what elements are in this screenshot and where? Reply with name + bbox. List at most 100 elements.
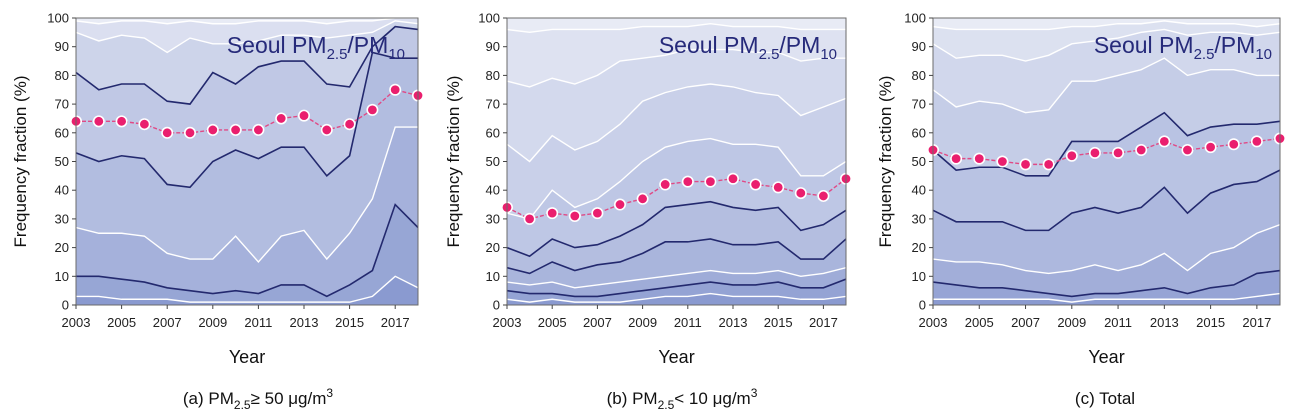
ratio-point-2014 <box>749 178 762 191</box>
band-4 <box>76 26 418 188</box>
y-tick-label: 30 <box>486 211 500 226</box>
ratio-point-2006 <box>138 118 151 131</box>
chart-title-part-0: Seoul PM <box>227 32 327 58</box>
y-tick-label: 10 <box>55 269 69 284</box>
ratio-point-2013 <box>297 109 310 122</box>
ratio-point-2013 <box>726 172 739 185</box>
panel-caption-part-2: < 10 μg/m <box>674 389 750 408</box>
x-axis-label: Year <box>229 347 265 367</box>
x-tick-label: 2017 <box>809 315 838 330</box>
plot-area <box>507 18 846 305</box>
x-tick-label: 2013 <box>290 315 319 330</box>
x-axis-label: Year <box>1088 347 1124 367</box>
band-2 <box>933 224 1280 297</box>
band-5 <box>933 58 1280 176</box>
y-tick-label: 40 <box>912 183 926 198</box>
chart-title-part-2: /PM <box>347 32 388 58</box>
band-3 <box>933 170 1280 274</box>
percentile-line-p60 <box>507 83 846 163</box>
chart-title-part-1: 2.5 <box>759 46 780 63</box>
ratio-point-2011 <box>252 123 265 136</box>
ratio-point-2017 <box>817 189 830 202</box>
ratio-point-2008 <box>184 126 197 139</box>
x-tick-label: 2013 <box>719 315 748 330</box>
y-tick-label: 80 <box>912 68 926 83</box>
x-tick-label: 2005 <box>965 315 994 330</box>
band-7 <box>76 18 418 24</box>
band-6 <box>76 18 418 53</box>
y-axis-label: Frequency fraction (%) <box>444 76 463 248</box>
chart-title-part-1: 2.5 <box>1194 46 1215 63</box>
y-tick-label: 30 <box>55 211 69 226</box>
ratio-point-2007 <box>161 126 174 139</box>
percentile-line-p75 <box>933 111 1280 177</box>
band-9 <box>507 18 846 33</box>
chart-title: Seoul PM2.5/PM10 <box>227 32 405 63</box>
band-8 <box>507 23 846 87</box>
percentile-line-p20 <box>507 238 846 275</box>
band-4 <box>933 112 1280 231</box>
ratio-point-2005 <box>973 152 986 165</box>
percentile-line-p10 <box>76 203 418 298</box>
panel-c: 0 10 20 30 40 50 60 70 80 90 100 2003 2005 2007 2009 20… <box>876 11 1287 408</box>
y-tick-label: 40 <box>486 183 500 198</box>
chart-title-part-3: 10 <box>388 46 405 63</box>
ratio-point-2015 <box>772 181 785 194</box>
band-7 <box>507 49 846 162</box>
y-tick-label: 40 <box>55 183 69 198</box>
ratio-point-2009 <box>636 192 649 205</box>
x-tick-label: 2009 <box>198 315 227 330</box>
y-tick-label: 0 <box>493 298 500 313</box>
ratio-point-2005 <box>115 115 128 128</box>
chart-title-part-3: 10 <box>820 46 837 63</box>
band-6 <box>933 29 1280 113</box>
chart-title-part-0: Seoul PM <box>1094 32 1194 58</box>
x-tick-label: 2011 <box>674 315 702 330</box>
x-tick-label: 2009 <box>628 315 657 330</box>
y-tick-label: 60 <box>55 125 69 140</box>
ratio-point-2010 <box>1088 146 1101 159</box>
ratio-point-2015 <box>1204 141 1217 154</box>
x-axis-label: Year <box>658 347 694 367</box>
percentile-line-p10 <box>507 278 846 298</box>
ratio-point-2017 <box>389 83 402 96</box>
y-tick-label: 70 <box>486 97 500 112</box>
y-tick-label: 0 <box>919 298 926 313</box>
y-tick-label: 100 <box>47 11 69 26</box>
band-4 <box>507 201 846 274</box>
percentile-line-p95 <box>507 23 846 34</box>
ratio-point-2004 <box>523 212 536 225</box>
ratio-point-2014 <box>1181 144 1194 157</box>
chart-title-part-3: 10 <box>1255 46 1272 63</box>
ratio-point-2007 <box>591 207 604 220</box>
percentile-line-p90 <box>76 20 418 54</box>
y-tick-label: 90 <box>912 39 926 54</box>
ratio-line <box>506 178 847 220</box>
y-tick-label: 70 <box>912 97 926 112</box>
percentile-line-p50 <box>76 51 418 189</box>
panel-caption-part-1: 2.5 <box>234 398 251 412</box>
panel-caption: (c) Total <box>1075 389 1135 408</box>
ratio-point-2007 <box>1019 158 1032 171</box>
y-tick-label: 10 <box>486 269 500 284</box>
y-axis-label: Frequency fraction (%) <box>876 76 895 248</box>
percentile-line-p90 <box>933 28 1280 62</box>
percentile-line-p5 <box>507 292 846 303</box>
x-tick-label: 2011 <box>244 315 272 330</box>
panel-caption-part-1: 2.5 <box>658 398 675 412</box>
x-tick-label: 2015 <box>1196 315 1225 330</box>
ratio-point-2011 <box>1112 146 1125 159</box>
y-tick-label: 20 <box>55 240 69 255</box>
y-tick-label: 100 <box>904 11 926 26</box>
percentile-line-p5 <box>933 292 1280 303</box>
x-tick-label: 2007 <box>153 315 182 330</box>
percentile-line-p25 <box>933 223 1280 275</box>
ratio-line <box>932 137 1281 166</box>
y-tick-label: 20 <box>486 240 500 255</box>
percentile-line-p25 <box>76 126 418 264</box>
ratio-point-2008 <box>613 198 626 211</box>
ratio-point-2011 <box>681 175 694 188</box>
band-3 <box>507 238 846 288</box>
plot-area <box>76 18 418 305</box>
x-tick-label: 2005 <box>538 315 567 330</box>
